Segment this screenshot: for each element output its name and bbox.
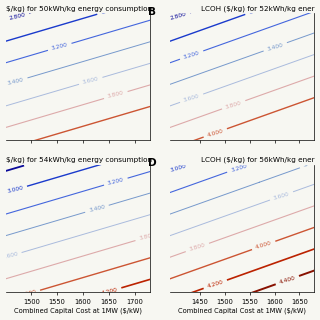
Text: 3.200: 3.200 bbox=[51, 43, 68, 51]
Text: LCOH ($/kg) for 56kWh/kg ener: LCOH ($/kg) for 56kWh/kg ener bbox=[201, 157, 315, 164]
Text: 3.400: 3.400 bbox=[267, 42, 284, 52]
Text: 2.800: 2.800 bbox=[8, 12, 26, 21]
Text: 3.200: 3.200 bbox=[230, 163, 248, 173]
Text: 2.800: 2.800 bbox=[170, 12, 187, 21]
Text: LCOH ($/kg) for 52kWh/kg ener: LCOH ($/kg) for 52kWh/kg ener bbox=[201, 5, 315, 12]
Text: 3.800: 3.800 bbox=[188, 243, 206, 252]
Text: 4.000: 4.000 bbox=[7, 142, 25, 150]
Text: 3.600: 3.600 bbox=[1, 252, 19, 260]
Text: 4.000: 4.000 bbox=[206, 128, 224, 138]
Text: $/kg) for 50kWh/kg energy consumption: $/kg) for 50kWh/kg energy consumption bbox=[5, 5, 152, 12]
Text: 3.800: 3.800 bbox=[107, 91, 124, 100]
Text: $/kg) for 54kWh/kg energy consumption: $/kg) for 54kWh/kg energy consumption bbox=[5, 157, 152, 164]
Text: 3.000: 3.000 bbox=[6, 185, 24, 194]
Text: 3.200: 3.200 bbox=[183, 50, 200, 60]
Text: 3.400: 3.400 bbox=[303, 159, 320, 168]
Text: 3.200: 3.200 bbox=[107, 177, 124, 186]
Text: 3.600: 3.600 bbox=[82, 76, 100, 85]
Text: 3.000: 3.000 bbox=[170, 163, 187, 173]
Text: 4.200: 4.200 bbox=[101, 287, 118, 296]
Text: 4.000: 4.000 bbox=[255, 241, 272, 250]
Text: 3.400: 3.400 bbox=[7, 77, 25, 86]
Text: 3.600: 3.600 bbox=[183, 93, 200, 103]
Text: 3.800: 3.800 bbox=[225, 100, 243, 109]
Text: 4.000: 4.000 bbox=[20, 289, 37, 298]
Text: 3.000: 3.000 bbox=[100, 6, 118, 15]
Text: 4.400: 4.400 bbox=[279, 276, 296, 285]
Text: 3.800: 3.800 bbox=[139, 233, 156, 242]
Text: 2.800: 2.800 bbox=[27, 158, 45, 166]
X-axis label: Combined Capital Cost at 1MW ($/kW): Combined Capital Cost at 1MW ($/kW) bbox=[14, 308, 142, 315]
Text: 3.000: 3.000 bbox=[248, 5, 266, 15]
Text: 4.200: 4.200 bbox=[206, 279, 224, 289]
Text: B: B bbox=[148, 7, 156, 17]
X-axis label: Combined Capital Cost at 1MW ($/kW): Combined Capital Cost at 1MW ($/kW) bbox=[178, 308, 306, 315]
Text: D: D bbox=[148, 158, 157, 168]
Text: 3.600: 3.600 bbox=[273, 191, 290, 201]
Text: 3.400: 3.400 bbox=[88, 204, 106, 213]
